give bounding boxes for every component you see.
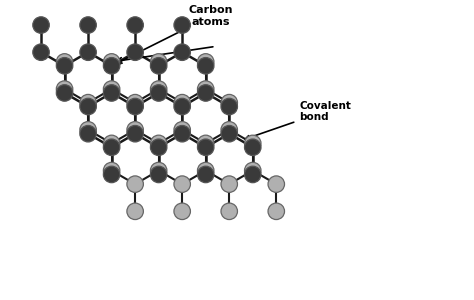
Circle shape (127, 122, 143, 138)
Circle shape (103, 58, 120, 74)
Circle shape (103, 162, 120, 179)
Circle shape (150, 135, 167, 152)
Circle shape (198, 58, 214, 74)
Circle shape (174, 44, 191, 61)
Circle shape (80, 122, 96, 138)
Circle shape (174, 94, 191, 111)
Circle shape (80, 17, 96, 33)
Circle shape (221, 176, 237, 192)
Circle shape (221, 122, 237, 138)
Circle shape (174, 122, 191, 138)
Circle shape (198, 139, 214, 155)
Circle shape (56, 85, 73, 101)
Text: Covalent
bond: Covalent bond (246, 100, 351, 140)
Circle shape (221, 94, 237, 111)
Circle shape (150, 58, 167, 74)
Circle shape (150, 54, 167, 70)
Circle shape (103, 135, 120, 152)
Circle shape (56, 58, 73, 74)
Circle shape (80, 94, 96, 111)
Circle shape (150, 139, 167, 155)
Circle shape (103, 139, 120, 155)
Circle shape (268, 203, 284, 220)
Circle shape (245, 139, 261, 155)
Circle shape (174, 203, 191, 220)
Circle shape (221, 203, 237, 220)
Circle shape (103, 81, 120, 97)
Circle shape (150, 162, 167, 179)
Circle shape (103, 54, 120, 70)
Circle shape (127, 98, 143, 115)
Circle shape (56, 54, 73, 70)
Circle shape (33, 44, 49, 61)
Circle shape (174, 17, 191, 33)
Circle shape (245, 162, 261, 179)
Circle shape (221, 98, 237, 115)
Circle shape (221, 125, 237, 142)
Circle shape (174, 98, 191, 115)
Circle shape (127, 176, 143, 192)
Circle shape (198, 166, 214, 183)
Circle shape (80, 125, 96, 142)
Circle shape (198, 135, 214, 152)
Circle shape (127, 203, 143, 220)
Circle shape (150, 166, 167, 183)
Circle shape (80, 98, 96, 115)
Circle shape (80, 44, 96, 61)
Circle shape (268, 176, 284, 192)
Circle shape (245, 166, 261, 183)
Circle shape (103, 85, 120, 101)
Circle shape (56, 81, 73, 97)
Circle shape (150, 81, 167, 97)
Circle shape (127, 94, 143, 111)
Circle shape (198, 54, 214, 70)
Circle shape (103, 166, 120, 183)
Circle shape (127, 44, 143, 61)
Circle shape (198, 81, 214, 97)
Circle shape (198, 162, 214, 179)
Circle shape (174, 125, 191, 142)
Circle shape (127, 125, 143, 142)
Circle shape (150, 85, 167, 101)
Circle shape (174, 176, 191, 192)
Circle shape (245, 135, 261, 152)
Circle shape (33, 17, 49, 33)
Text: Carbon
atoms: Carbon atoms (116, 5, 233, 64)
Circle shape (198, 85, 214, 101)
Circle shape (127, 17, 143, 33)
